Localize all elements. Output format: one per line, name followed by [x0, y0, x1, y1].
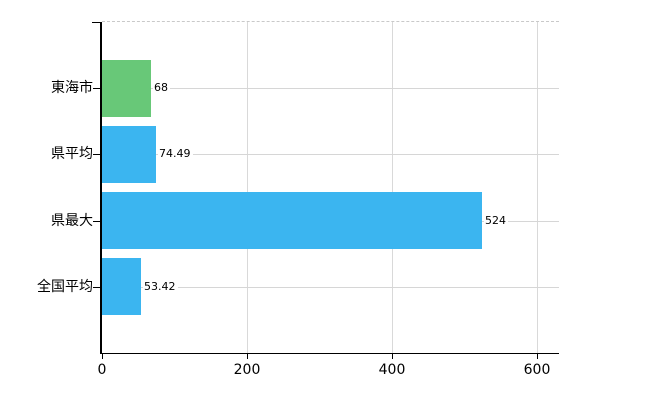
bar-1[interactable]: [102, 60, 151, 117]
x-axis-tick-200: [247, 354, 248, 359]
y-axis-top-tick: [92, 22, 100, 23]
y-axis-tick: [93, 88, 100, 89]
bar-4[interactable]: [102, 258, 141, 315]
category-gridline: [102, 287, 559, 288]
category-gridline: [102, 154, 559, 155]
x-gridline-400: [392, 22, 393, 353]
bar-value-label: 524: [484, 214, 508, 228]
bar-value-label: 74.49: [158, 147, 193, 161]
bar-value-label: 68: [153, 81, 170, 95]
x-tick-label-0: 0: [97, 362, 107, 378]
x-tick-label-600: 600: [523, 362, 551, 378]
y-axis-tick: [93, 221, 100, 222]
plot-top-gridline: [102, 21, 559, 22]
x-gridline-600: [537, 22, 538, 353]
x-axis-tick-600: [537, 354, 538, 359]
y-axis-tick: [93, 287, 100, 288]
x-axis-tick-400: [392, 354, 393, 359]
category-label-1: 東海市: [51, 80, 93, 96]
x-tick-label-400: 400: [378, 362, 406, 378]
x-axis-tick-0: [102, 354, 103, 359]
y-axis-tick: [93, 154, 100, 155]
x-tick-label-200: 200: [233, 362, 261, 378]
bar-2[interactable]: [102, 126, 156, 183]
bar-3[interactable]: [102, 192, 482, 249]
category-label-3: 県最大: [51, 213, 93, 229]
x-gridline-200: [247, 22, 248, 353]
y-axis-line: [100, 22, 102, 354]
category-label-2: 県平均: [51, 146, 93, 162]
x-axis-line: [102, 353, 559, 354]
bar-value-label: 53.42: [143, 280, 178, 294]
category-label-4: 全国平均: [37, 279, 93, 295]
category-gridline: [102, 88, 559, 89]
